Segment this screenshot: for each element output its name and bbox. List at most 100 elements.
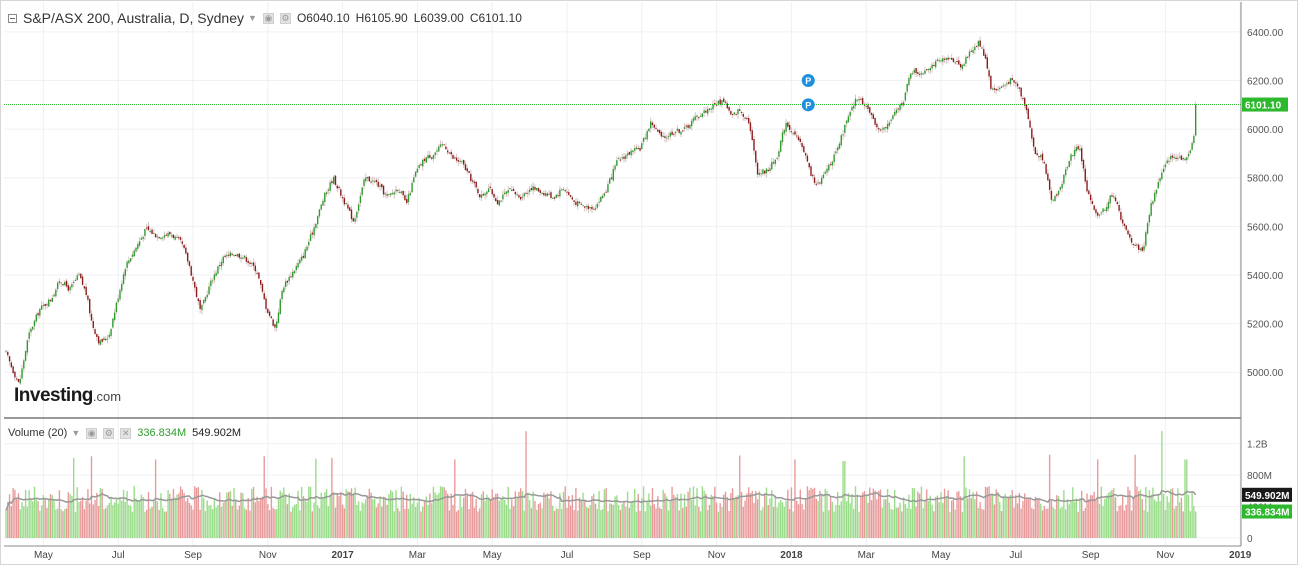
volume-bar	[1166, 496, 1168, 538]
volume-bar	[363, 503, 365, 538]
candle-body	[1129, 234, 1131, 238]
volume-bar	[796, 500, 798, 538]
candle-body	[1091, 201, 1094, 204]
volume-bar	[915, 506, 917, 538]
candle-body	[502, 194, 504, 200]
candle-body	[267, 308, 269, 313]
candle-body	[1048, 179, 1051, 190]
volume-bar	[765, 487, 768, 538]
candle-body	[101, 338, 103, 342]
volume-bar	[1031, 507, 1033, 538]
volume-bar	[169, 493, 171, 538]
volume-bar	[605, 487, 607, 538]
chevron-down-icon[interactable]: ▼	[71, 428, 81, 438]
candle-body	[97, 336, 100, 344]
volume-bar	[958, 491, 960, 538]
candle-body	[796, 135, 798, 137]
volume-bar	[325, 489, 328, 538]
candle-body	[696, 115, 698, 117]
volume-bar	[516, 498, 518, 538]
time-tick-label: Nov	[259, 550, 277, 561]
volume-bar	[1104, 498, 1106, 538]
candle-body	[674, 131, 677, 134]
candle-body	[283, 287, 285, 293]
candle-body	[156, 236, 159, 238]
candle-body	[967, 56, 969, 58]
volume-bar	[129, 505, 132, 538]
volume-bar	[379, 496, 381, 538]
volume-bar	[14, 489, 16, 538]
visibility-icon[interactable]: ◉	[86, 427, 98, 439]
volume-bar	[874, 490, 876, 538]
volume-bar	[780, 499, 782, 538]
settings-icon[interactable]: ⚙	[279, 12, 291, 24]
volume-bar	[523, 510, 525, 538]
candle-body	[1057, 190, 1060, 195]
candle-body	[1175, 157, 1177, 159]
candle-body	[986, 57, 988, 69]
candle-body	[441, 144, 444, 146]
volume-bar	[48, 498, 50, 538]
candle-body	[726, 103, 728, 109]
settings-icon[interactable]: ⚙	[103, 427, 115, 439]
chevron-down-icon[interactable]: ▼	[248, 13, 257, 23]
candle-body	[521, 196, 524, 198]
volume-bar	[389, 489, 392, 538]
volume-bar	[603, 489, 606, 538]
collapse-icon[interactable]	[8, 13, 17, 23]
close-icon[interactable]: ✕	[120, 427, 132, 439]
candle-body	[869, 107, 871, 113]
visibility-icon[interactable]: ◉	[262, 12, 274, 24]
candle-body	[343, 197, 346, 205]
candle-body	[26, 340, 29, 353]
volume-bar	[552, 505, 554, 538]
candle-body	[642, 137, 645, 142]
candle-body	[1000, 86, 1003, 88]
volume-bar	[566, 507, 568, 538]
candle-body	[324, 192, 326, 202]
candle-body	[427, 155, 429, 159]
volume-bar	[1105, 495, 1108, 538]
candle-body	[1007, 82, 1010, 84]
volume-bar	[1177, 488, 1179, 538]
volume-bar	[956, 491, 958, 538]
volume-bar	[881, 507, 883, 538]
volume-bar	[892, 509, 894, 538]
volume-bar	[564, 486, 566, 538]
volume-bar	[429, 493, 431, 538]
candle-body	[498, 200, 501, 206]
ohlc-close-value: 6101.10	[478, 11, 522, 25]
candle-body	[619, 159, 622, 161]
volume-bar	[122, 489, 125, 538]
volume-bar	[723, 494, 725, 538]
candle-body	[728, 106, 730, 111]
volume-bar	[341, 504, 344, 538]
candle-body	[861, 98, 864, 105]
candle-body	[673, 133, 675, 135]
candle-body	[886, 123, 889, 130]
ohlc-open-label: O	[296, 11, 307, 25]
volume-bar	[888, 502, 891, 538]
candle-body	[858, 98, 860, 101]
volume-bar	[487, 498, 490, 538]
volume-bar	[997, 491, 999, 538]
volume-bar	[788, 508, 791, 538]
candle-body	[705, 110, 707, 113]
candle-body	[612, 168, 614, 181]
candle-body	[936, 59, 939, 61]
volume-bar	[851, 493, 853, 538]
candle-body	[227, 254, 230, 256]
volume-bar	[934, 496, 937, 538]
time-tick-label: Nov	[708, 550, 726, 561]
volume-bar	[1180, 497, 1183, 538]
candle-body	[881, 128, 883, 130]
volume-bar	[717, 511, 720, 538]
candle-body	[662, 135, 664, 138]
candle-body	[505, 191, 508, 194]
volume-bar	[384, 497, 387, 538]
candle-body	[828, 164, 830, 171]
volume-bar	[1075, 498, 1078, 538]
volume-bar	[422, 506, 424, 538]
volume-bar	[648, 493, 650, 538]
